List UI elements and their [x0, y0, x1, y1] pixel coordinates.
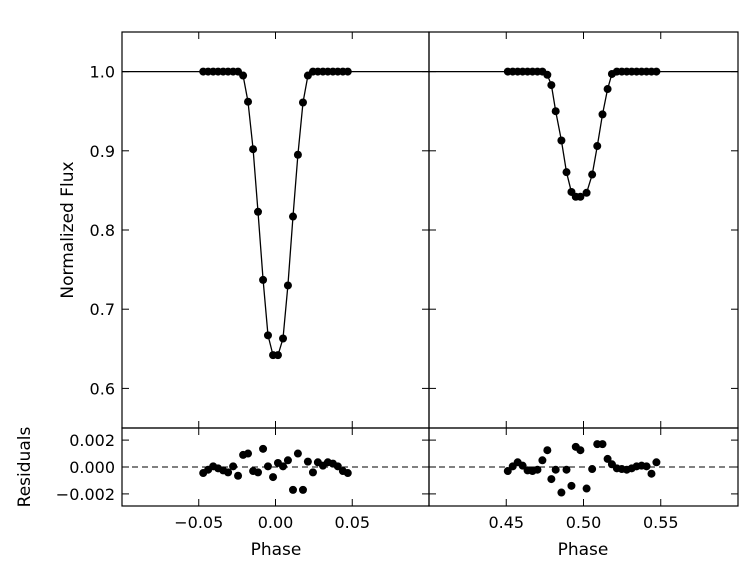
data-point	[303, 457, 312, 466]
y-tick-label: −0.002	[56, 485, 115, 504]
y-tick-label: 0.002	[69, 431, 115, 450]
x-tick-label: 0.05	[334, 513, 370, 532]
data-point	[288, 212, 297, 221]
x-axis-label-right: Phase	[558, 540, 609, 560]
data-point	[652, 458, 661, 467]
data-point	[567, 481, 576, 490]
panel-top-right	[428, 31, 739, 429]
x-tick-label: −0.05	[174, 513, 223, 532]
panel-bottom-left: −0.05 0.00 0.05 −0.002 0.000 0.002	[56, 427, 430, 532]
data-point	[283, 456, 292, 465]
data-point	[263, 462, 272, 471]
data-point	[343, 67, 352, 76]
data-point	[244, 97, 253, 106]
panel-bottom-right: 0.45 0.50 0.55	[428, 427, 739, 532]
data-point	[249, 145, 258, 154]
plot-area	[429, 440, 738, 497]
data-point	[533, 465, 542, 474]
plot-area	[122, 444, 429, 494]
data-point	[576, 192, 585, 201]
data-point	[642, 462, 651, 471]
data-point	[234, 471, 243, 480]
data-point	[239, 71, 248, 80]
data-point	[598, 440, 607, 449]
x-tick-label: 0.00	[258, 513, 294, 532]
data-point	[298, 98, 307, 107]
data-point	[298, 485, 307, 494]
data-point	[259, 444, 268, 453]
data-point	[647, 469, 656, 478]
data-point	[308, 468, 317, 477]
data-point	[229, 462, 238, 471]
panel-top-left: 0.6 0.7 0.8 0.9 1.0	[90, 31, 430, 429]
data-point	[562, 168, 571, 177]
data-point	[547, 81, 556, 90]
data-point	[547, 475, 556, 484]
data-point	[259, 275, 268, 284]
data-point	[551, 465, 560, 474]
data-point	[254, 207, 263, 216]
y-tick-label: 0.000	[69, 458, 115, 477]
data-point	[288, 485, 297, 494]
data-point	[273, 351, 282, 360]
data-point	[538, 456, 547, 465]
y-tick-label: 0.8	[90, 221, 115, 240]
data-point	[593, 142, 602, 151]
data-point	[254, 468, 263, 477]
data-point	[279, 462, 288, 471]
plot-area	[122, 67, 429, 360]
data-point	[588, 465, 597, 474]
y-tick-label: 1.0	[90, 63, 115, 82]
data-point	[603, 85, 612, 94]
y-axis-label-residuals: Residuals	[15, 427, 35, 508]
data-point	[557, 136, 566, 145]
data-point	[244, 449, 253, 458]
data-point	[293, 449, 302, 458]
data-point	[576, 446, 585, 455]
x-tick-label: 0.55	[643, 513, 679, 532]
data-point	[263, 331, 272, 340]
x-tick-label: 0.50	[566, 513, 602, 532]
data-point	[652, 67, 661, 76]
data-point	[562, 465, 571, 474]
plot-area	[429, 67, 738, 201]
data-point	[543, 70, 552, 79]
data-point	[557, 488, 566, 497]
x-tick-label: 0.45	[488, 513, 524, 532]
y-axis-label-flux: Normalized Flux	[58, 161, 78, 298]
panel-frame	[121, 31, 430, 429]
data-point	[598, 110, 607, 119]
y-tick-label: 0.6	[90, 379, 115, 398]
data-point	[551, 107, 560, 116]
y-tick-label: 0.7	[90, 300, 115, 319]
model-line	[429, 70, 738, 198]
data-point	[343, 469, 352, 478]
data-point	[603, 454, 612, 463]
x-axis-label-left: Phase	[251, 540, 302, 560]
data-point	[543, 446, 552, 455]
data-point	[279, 334, 288, 343]
data-point	[293, 150, 302, 159]
data-point	[582, 188, 591, 197]
panel-frame	[428, 31, 739, 429]
data-point	[224, 468, 233, 477]
data-point	[333, 462, 342, 471]
data-point	[269, 473, 278, 482]
data-point	[582, 484, 591, 493]
y-tick-label: 0.9	[90, 142, 115, 161]
model-line	[122, 70, 429, 356]
data-point	[283, 281, 292, 290]
data-point	[588, 170, 597, 179]
panel-frame	[428, 427, 739, 507]
